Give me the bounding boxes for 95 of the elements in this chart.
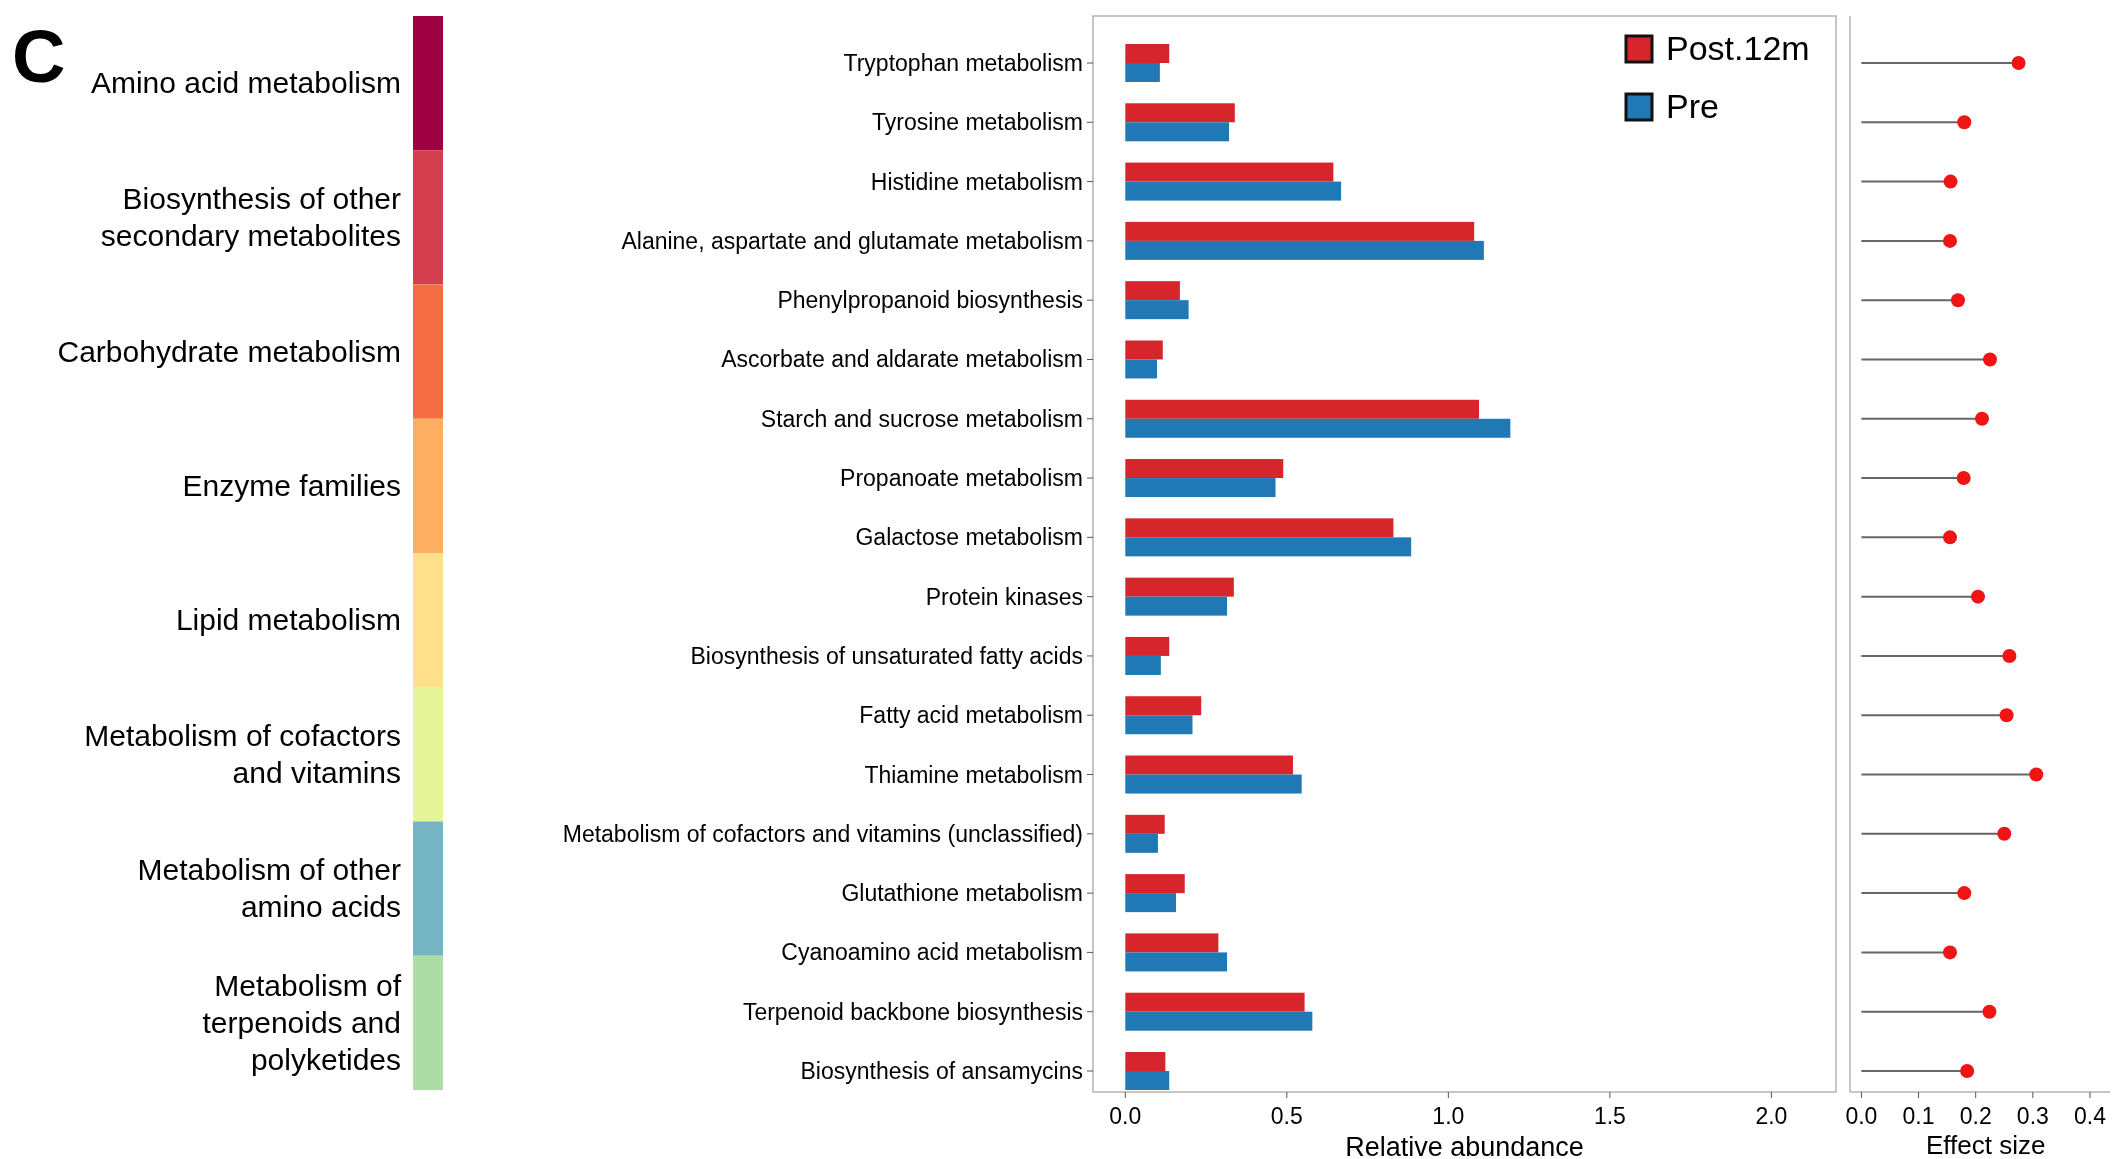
y-tick-label: Galactose metabolism xyxy=(855,524,1083,551)
point xyxy=(1957,115,1972,130)
point xyxy=(1997,826,2012,841)
x-axis-title: Effect size xyxy=(1925,1130,2046,1159)
y-tick-label: Glutathione metabolism xyxy=(841,880,1083,907)
y-tick-label: Starch and sucrose metabolism xyxy=(760,405,1083,432)
y-tick-label: Terpenoid backbone biosynthesis xyxy=(742,998,1083,1025)
bar xyxy=(1125,1052,1166,1071)
point xyxy=(1943,530,1957,545)
y-tick-label: Propanoate metabolism xyxy=(840,465,1083,492)
category-label: Metabolism of other amino acids xyxy=(137,853,402,924)
x-tick-label: 2.0 xyxy=(1755,1103,1788,1129)
point xyxy=(1975,411,1989,426)
category-label: Metabolism of terpenoids and polyketides xyxy=(202,968,402,1076)
x-tick-label: 1.5 xyxy=(1593,1103,1626,1129)
category-label: Lipid metabolism xyxy=(175,603,401,637)
bar xyxy=(1125,952,1228,972)
bar xyxy=(1125,774,1302,794)
y-tick-label: Alanine, aspartate and glutamate metabolism xyxy=(621,227,1083,254)
x-tick-label: 1.0 xyxy=(1432,1103,1465,1129)
category-label: Metabolism of cofactors and vitamins xyxy=(84,718,401,789)
x-tick-label: 0.3 xyxy=(2016,1103,2049,1129)
bar xyxy=(1125,122,1229,142)
y-tick-label: Ascorbate and aldarate metabolism xyxy=(721,346,1083,373)
bar xyxy=(1125,399,1480,419)
bar xyxy=(1125,281,1180,301)
bar xyxy=(1125,103,1235,123)
point xyxy=(1982,1004,1997,1019)
bar xyxy=(1125,459,1284,479)
legend-label: Pre xyxy=(1666,87,1719,125)
bar xyxy=(1125,162,1334,182)
x-tick-label: 0.0 xyxy=(1109,1103,1142,1129)
bar xyxy=(1125,300,1189,320)
bar xyxy=(1125,992,1305,1012)
y-tick-label: Cyanoamino acid metabolism xyxy=(781,939,1083,966)
x-tick-label: 0.2 xyxy=(1959,1103,1992,1129)
bar xyxy=(1125,577,1234,597)
bar xyxy=(1125,655,1161,675)
bar xyxy=(1125,893,1177,913)
y-tick-label: Tyrosine metabolism xyxy=(872,109,1083,136)
bar xyxy=(1125,1011,1313,1031)
x-tick-label: 0.4 xyxy=(2074,1103,2107,1129)
bar xyxy=(1125,933,1219,953)
point xyxy=(1983,352,1997,367)
y-tick-label: Fatty acid metabolism xyxy=(859,702,1083,729)
point xyxy=(1943,945,1957,960)
bar xyxy=(1125,240,1484,260)
y-tick-label: Biosynthesis of ansamycins xyxy=(800,1058,1083,1084)
bar xyxy=(1125,44,1170,63)
point xyxy=(1956,471,1971,486)
point xyxy=(1943,174,1958,189)
point xyxy=(1951,293,1965,308)
bar xyxy=(1125,63,1160,82)
x-tick-label: 0.5 xyxy=(1270,1103,1303,1129)
bar xyxy=(1125,636,1170,656)
x-tick-label: 0.0 xyxy=(1845,1103,1878,1129)
x-tick-label: 0.1 xyxy=(1902,1103,1935,1129)
point xyxy=(2002,648,2017,663)
category-label: Enzyme families xyxy=(182,468,401,502)
y-tick-label: Metabolism of cofactors and vitamins (unclassified) xyxy=(562,820,1083,847)
y-tick-label: Histidine metabolism xyxy=(870,168,1083,195)
bar xyxy=(1125,340,1163,360)
bar xyxy=(1125,755,1293,775)
bar xyxy=(1125,874,1185,894)
bar xyxy=(1125,221,1475,241)
point xyxy=(2029,767,2044,782)
bar xyxy=(1125,814,1165,834)
y-tick-label: Protein kinases xyxy=(925,583,1083,610)
point xyxy=(1960,1064,1975,1078)
x-axis-title: Relative abundance xyxy=(1345,1132,1584,1159)
point xyxy=(1943,233,1957,248)
point xyxy=(2011,56,2026,70)
bar xyxy=(1125,518,1394,538)
bar xyxy=(1125,418,1511,438)
category-label: Amino acid metabolism xyxy=(90,66,401,100)
category-label: Biosynthesis of other secondary metabolites xyxy=(100,181,402,252)
y-tick-label: Tryptophan metabolism xyxy=(843,50,1083,76)
bar xyxy=(1125,181,1342,201)
bar xyxy=(1125,833,1158,853)
category-label: Carbohydrate metabolism xyxy=(57,334,401,368)
bar xyxy=(1125,715,1193,735)
bar xyxy=(1125,478,1276,498)
y-tick-label: Biosynthesis of unsaturated fatty acids xyxy=(690,642,1083,669)
text: C xyxy=(12,15,66,98)
bar xyxy=(1125,596,1228,616)
point xyxy=(1999,708,2014,723)
point xyxy=(1971,589,1985,604)
point xyxy=(1957,886,1972,901)
bar xyxy=(1125,359,1157,379)
legend-label: Post.12m xyxy=(1666,29,1810,67)
y-tick-label: Thiamine metabolism xyxy=(864,761,1083,788)
bar xyxy=(1125,696,1202,716)
bar xyxy=(1125,537,1412,557)
y-tick-label: Phenylpropanoid biosynthesis xyxy=(777,287,1083,314)
bar xyxy=(1125,1071,1170,1090)
